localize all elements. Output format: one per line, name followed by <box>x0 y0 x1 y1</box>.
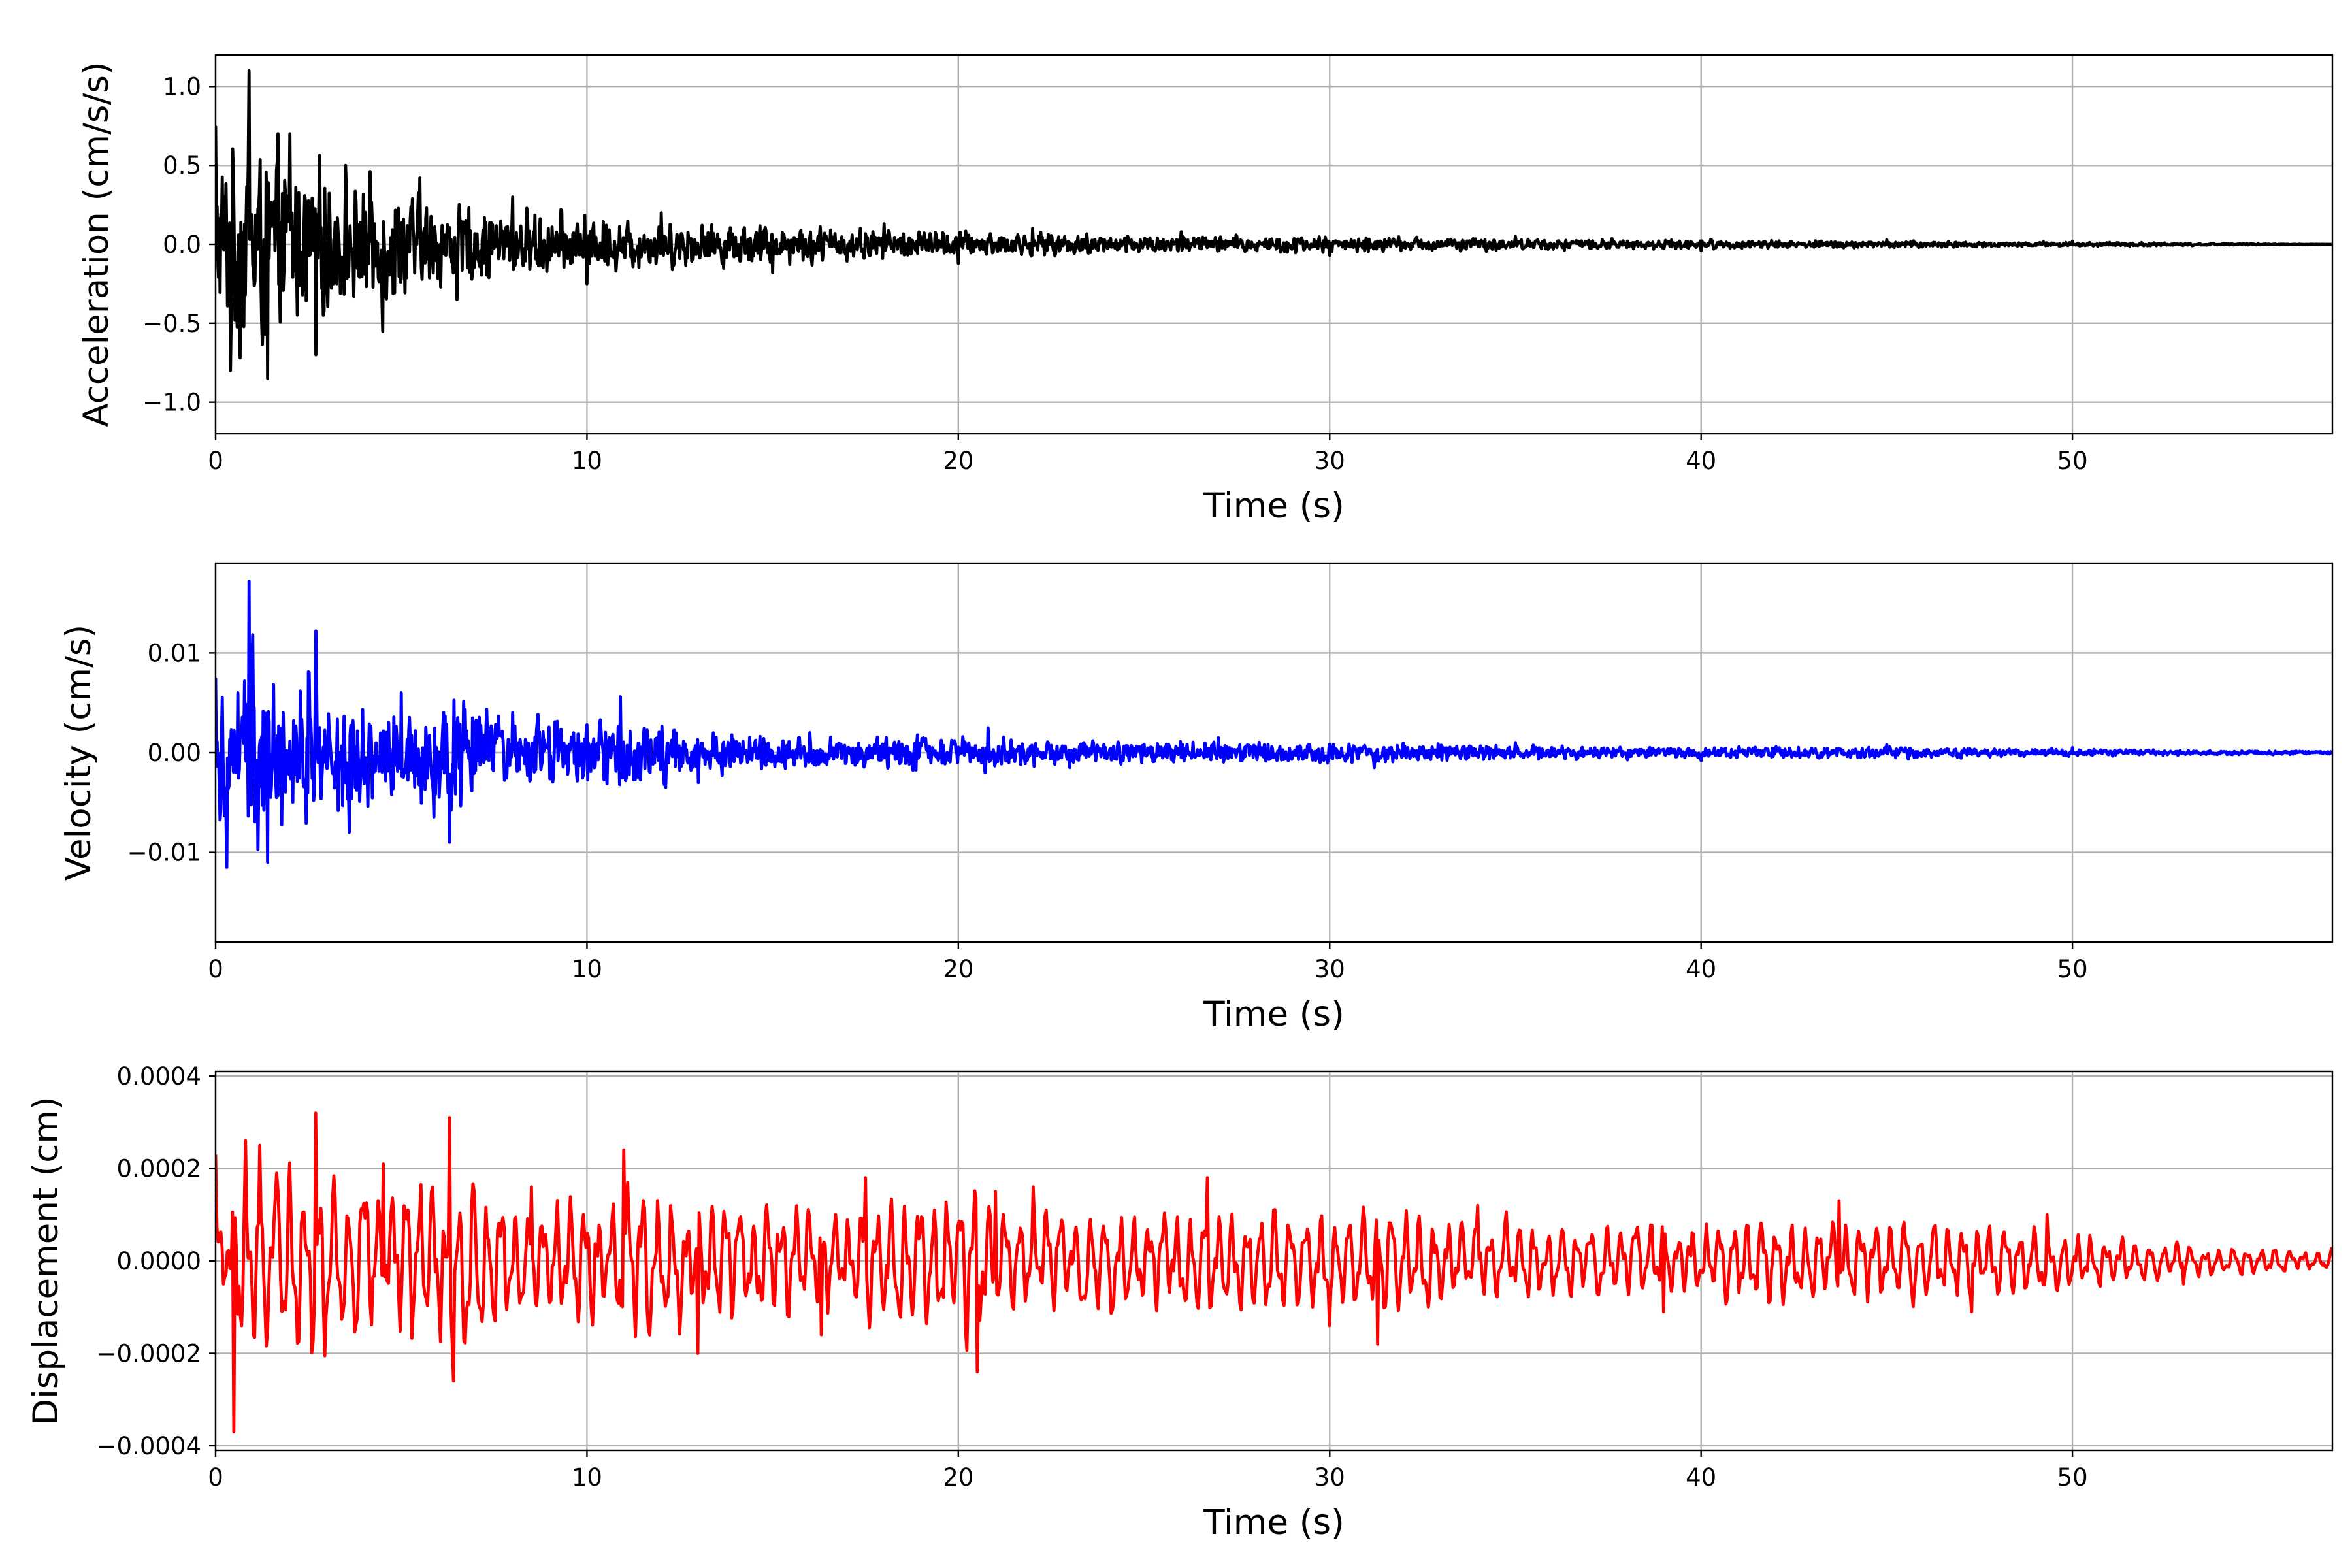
acceleration-x-tick-label-5: 50 <box>2057 447 2088 475</box>
velocity-x-tick-label-3: 30 <box>1315 955 1345 983</box>
acceleration-x-tick-label-1: 10 <box>572 447 602 475</box>
velocity-x-tick-label-0: 0 <box>208 955 223 983</box>
velocity-x-tick-label-5: 50 <box>2057 955 2088 983</box>
velocity-panel: 0 10 20 30 40 50 0.01 0.00 −0.01 Time (s) Velocity… <box>59 562 2334 1034</box>
acceleration-x-tick-label-3: 30 <box>1315 447 1345 475</box>
acceleration-y-tick-label-3: −0.5 <box>142 310 201 338</box>
displacement-y-tick-label-3: −0.0002 <box>97 1339 201 1367</box>
acceleration-y-tick-label-4: −1.0 <box>142 389 201 417</box>
displacement-x-tick-label-0: 0 <box>208 1463 223 1492</box>
velocity-y-tick-label-2: −0.01 <box>127 839 201 867</box>
displacement-y-tick-label-1: 0.0002 <box>117 1155 201 1183</box>
displacement-series-line <box>216 1111 2332 1434</box>
acceleration-y-axis-label: Acceleration (cm/s/s) <box>76 61 116 427</box>
acceleration-y-tick-label-2: 0.0 <box>163 231 201 259</box>
velocity-x-axis-label: Time (s) <box>1203 994 1345 1034</box>
velocity-x-tick-label-1: 10 <box>572 955 602 983</box>
acceleration-x-tick-label-0: 0 <box>208 447 223 475</box>
velocity-y-tick-label-0: 0.01 <box>148 639 201 667</box>
displacement-y-tick-label-0: 0.0004 <box>117 1062 201 1090</box>
displacement-panel: 0 10 20 30 40 50 0.0004 0.0002 0.0000 −0.0002 −0.0… <box>26 1062 2334 1543</box>
acceleration-x-tick-label-4: 40 <box>1686 447 1716 475</box>
displacement-y-tick-label-4: −0.0004 <box>97 1432 201 1460</box>
velocity-y-axis-label: Velocity (cm/s) <box>59 625 99 881</box>
velocity-x-tick-label-2: 20 <box>943 955 973 983</box>
velocity-x-tick-label-4: 40 <box>1686 955 1716 983</box>
displacement-y-axis-label: Displacement (cm) <box>26 1096 66 1425</box>
displacement-x-tick-label-4: 40 <box>1686 1463 1716 1492</box>
displacement-y-tick-label-2: 0.0000 <box>117 1247 201 1275</box>
acceleration-y-tick-label-1: 0.5 <box>163 152 201 180</box>
displacement-x-tick-label-5: 50 <box>2057 1463 2088 1492</box>
displacement-x-axis-label: Time (s) <box>1203 1503 1345 1543</box>
velocity-y-tick-label-1: 0.00 <box>148 739 201 767</box>
acceleration-x-tick-label-2: 20 <box>943 447 973 475</box>
displacement-x-tick-label-1: 10 <box>572 1463 602 1492</box>
acceleration-x-axis-label: Time (s) <box>1203 486 1345 526</box>
acceleration-series-line <box>216 69 2332 380</box>
acceleration-y-tick-label-0: 1.0 <box>163 73 201 101</box>
displacement-x-tick-label-3: 30 <box>1315 1463 1345 1492</box>
displacement-x-tick-label-2: 20 <box>943 1463 973 1492</box>
velocity-series-line <box>216 580 2332 869</box>
acceleration-panel: 0 10 20 30 40 50 1.0 0.5 0.0 −0.5 −1.0 Time (s) Acce… <box>76 54 2334 526</box>
